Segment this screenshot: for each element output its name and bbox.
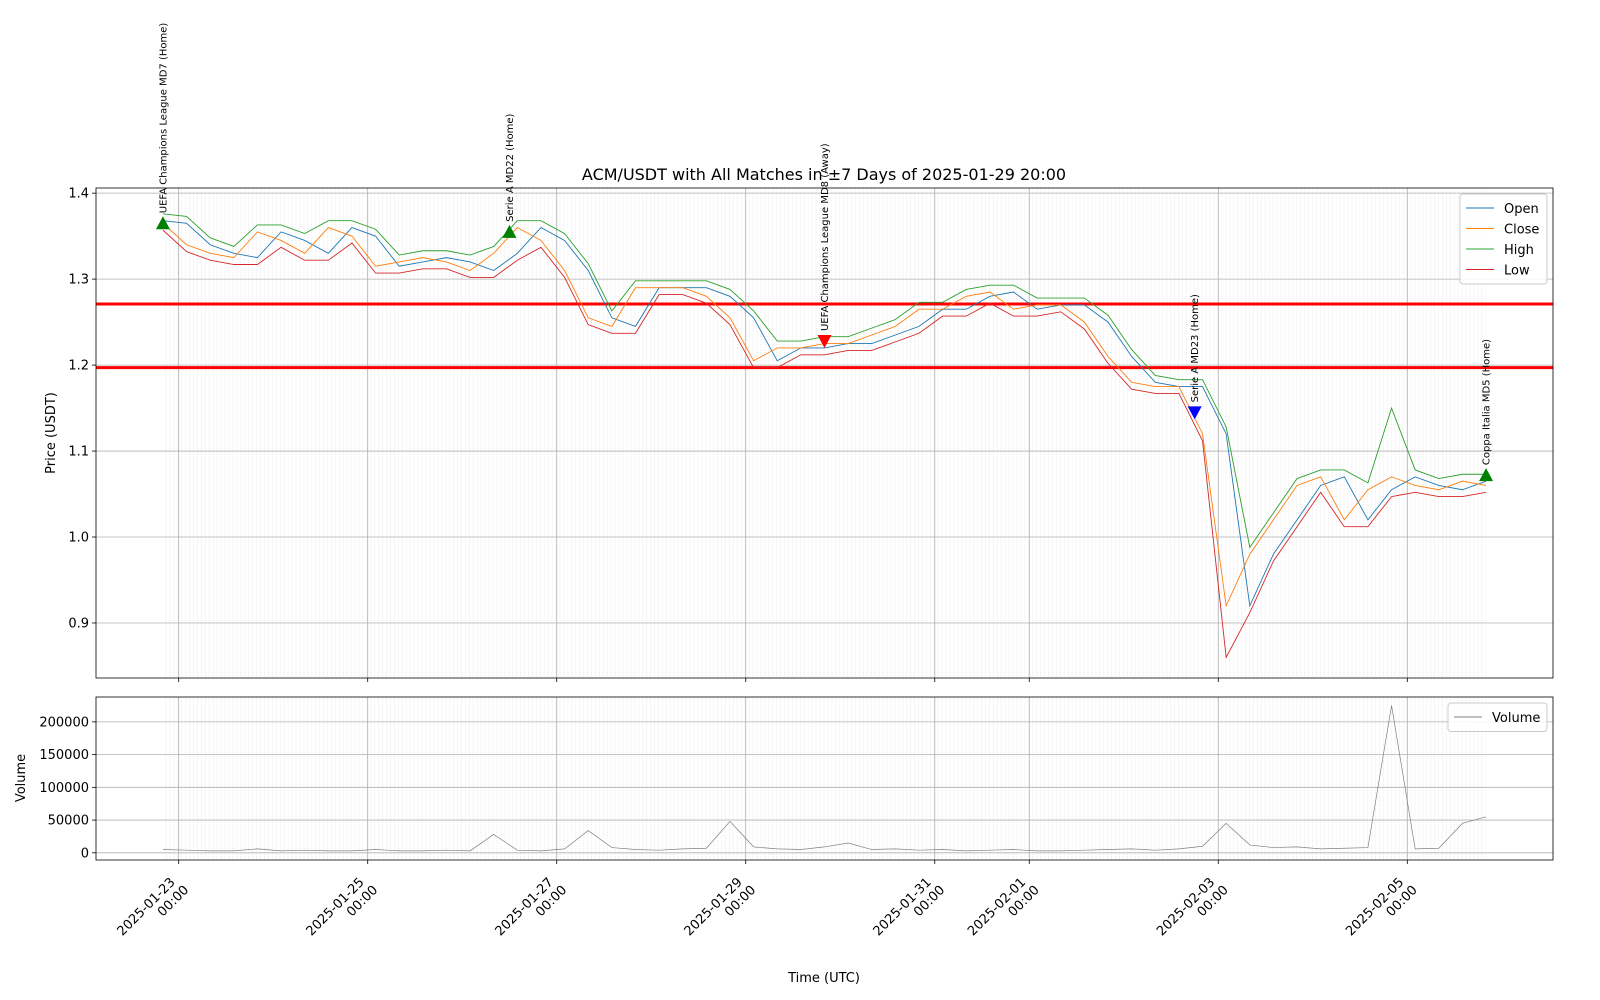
y-tick-label: 50000 (48, 814, 89, 829)
legend-label: Volume (1492, 711, 1540, 726)
y-tick-label: 1.1 (68, 445, 89, 460)
y-tick-label: 1.3 (68, 273, 89, 288)
match-label: Serie A MD22 (Home) (505, 113, 516, 221)
legend-box (1459, 193, 1548, 285)
legend-label: Low (1504, 264, 1530, 279)
legend-label: Open (1504, 202, 1539, 217)
y-tick-label: 200000 (39, 715, 89, 730)
match-marker (817, 335, 832, 349)
minor-grid (162, 697, 1487, 860)
minor-grid (162, 188, 1487, 678)
y-tick-label: 0 (81, 846, 89, 861)
legend-label: Close (1504, 223, 1539, 238)
match-label: UEFA Champions League MD8 (Away) (820, 143, 831, 331)
y-axis-label: Price (USDT) (44, 392, 59, 474)
y-tick-label: 1.0 (68, 531, 89, 546)
match-marker (1187, 406, 1202, 420)
y-tick-label: 0.9 (68, 616, 89, 631)
y-tick-label: 1.2 (68, 359, 89, 374)
axes-frame (95, 696, 1554, 861)
axes-frame (95, 187, 1554, 679)
series-line (162, 229, 1487, 659)
y-axis-label: Volume (14, 754, 29, 802)
chart-title: ACM/USDT with All Matches in ±7 Days of … (582, 165, 1066, 184)
series-line (162, 705, 1487, 852)
legend-label: High (1504, 243, 1534, 258)
match-marker (502, 224, 517, 238)
y-tick-label: 1.4 (68, 187, 89, 202)
x-axis-label: Time (UTC) (787, 971, 860, 986)
legend-box (1447, 702, 1548, 732)
match-label: Serie A MD23 (Home) (1190, 294, 1201, 402)
match-label: UEFA Champions League MD7 (Home) (158, 23, 169, 214)
y-tick-label: 100000 (39, 781, 89, 796)
match-marker (155, 216, 170, 230)
y-tick-label: 150000 (39, 748, 89, 763)
match-marker (1479, 468, 1494, 482)
match-label: Coppa Italia MD5 (Home) (1482, 339, 1493, 465)
